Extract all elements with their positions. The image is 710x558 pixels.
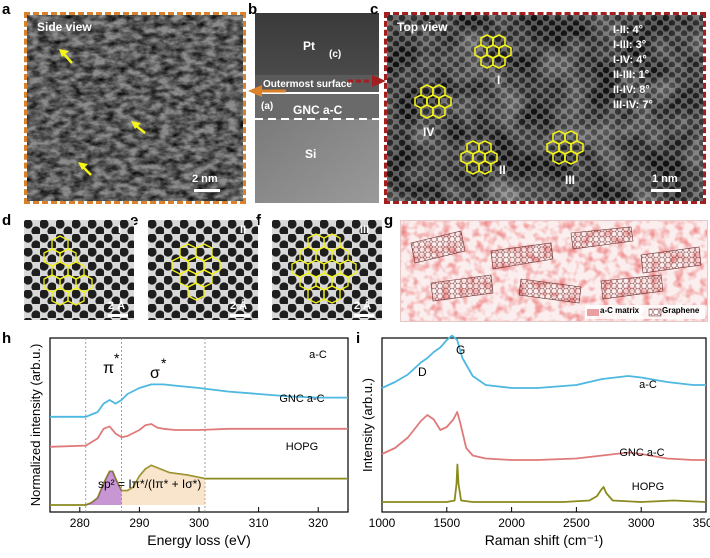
pi-label: π: [103, 360, 114, 377]
scale-label-f: 2 Å: [354, 300, 372, 312]
series-label-0: a-C: [309, 349, 327, 361]
arrow-annotations: [59, 49, 146, 176]
domain-label-I: I: [497, 73, 501, 87]
hrtem-roman-I: I: [118, 224, 122, 236]
x-tick-label-5: 3500: [693, 516, 710, 530]
y-axis-label: Normalized intensity (arb.u.): [28, 344, 43, 507]
scale-label-a: 2 nm: [192, 173, 218, 185]
x-tick-label-3: 2500: [563, 516, 590, 530]
panel-label-e: e: [130, 212, 139, 229]
outermost-surface-label: Outermost surface: [263, 79, 352, 90]
panel-label-f: f: [256, 212, 261, 229]
hrtem-roman-III: III: [360, 224, 370, 236]
graphene-sheets: [410, 226, 702, 304]
series-line-a-c: [50, 383, 348, 418]
x-axis-label: Raman shift (cm⁻¹): [485, 532, 604, 548]
domain-label-III: III: [565, 173, 576, 187]
angle-II-IV: II-IV: 8°: [613, 84, 650, 96]
hrtem-domain-II: II 2 Å: [148, 220, 258, 320]
angle-II-III: II-III: 1°: [613, 69, 650, 81]
y-axis-label: Intensity (arb.u.): [360, 378, 375, 472]
pi-star-area: [85, 471, 122, 505]
scale-bar-c: [651, 189, 681, 192]
legend-graphene-label: Graphene: [662, 306, 700, 315]
axes-frame: [381, 337, 707, 513]
series-label-1: GNC a-C: [279, 393, 324, 405]
pi-star-mark: *: [114, 350, 120, 366]
series-line-a-c: [381, 334, 706, 389]
sigma-star-mark: *: [161, 355, 167, 371]
x-tick-label-4: 3000: [628, 516, 655, 530]
misorientation-angles: I-II: 4° I-III: 3° I-IV: 4° II-III: 1° I…: [613, 23, 653, 113]
x-tick-label-0: 280: [70, 516, 90, 530]
series-label-2: HOPG: [286, 441, 318, 453]
panel-label-h: h: [2, 330, 12, 347]
ref-a-label: (a): [261, 101, 274, 112]
hrtem-domain-I: I 2 Å: [24, 220, 134, 320]
x-tick-label-2: 300: [189, 516, 209, 530]
series-label-2: HOPG: [632, 481, 664, 493]
x-tick-label-4: 320: [308, 516, 328, 530]
sp2-formula: sp² = Iπ*/(Iπ* + Iσ*): [98, 477, 201, 491]
x-tick-label-0: 1000: [369, 516, 396, 530]
graphene-domain-I: [474, 34, 512, 69]
graphene-domain-IV: [414, 84, 452, 119]
hrtem-roman-II: II: [240, 224, 247, 236]
series-label-0: a-C: [639, 379, 657, 391]
scale-bar-a: [194, 189, 220, 192]
scale-label-d: 2 Å: [108, 300, 126, 312]
sigma-star-area: [121, 465, 205, 505]
x-tick-label-1: 290: [129, 516, 149, 530]
scale-bar-e: [230, 314, 250, 317]
tem-side-view-frame: Side view 2 nm: [24, 12, 246, 204]
scale-label-c: 1 nm: [652, 173, 678, 185]
raman-chart: 1000 1500 2000 2500 3000 3500 Raman shift (cm⁻…: [360, 334, 710, 548]
top-view-title: Top view: [397, 20, 448, 34]
panel-label-c: c: [370, 1, 379, 18]
x-axis-label: Energy loss (eV): [147, 532, 250, 548]
scale-bar-d: [108, 314, 128, 317]
eels-chart: 280 290 300 310 320 Energy loss (eV) Normalize…: [28, 337, 349, 548]
tem-side-view-image: [27, 15, 243, 201]
tem-top-view-image: [387, 15, 703, 201]
tem-top-view-frame: Top view I II III IV I-II: 4° I-III: 3° …: [384, 12, 706, 204]
pt-layer-label: Pt: [303, 39, 315, 53]
angle-III-IV: III-IV: 7°: [613, 99, 653, 111]
connector-arrows: [248, 75, 386, 97]
plot-area: 280 290 300 310 320 Energy loss (eV) Normalize…: [28, 337, 349, 548]
panel-label-a: a: [2, 1, 11, 18]
si-layer-label: Si: [305, 147, 317, 161]
panel-label-i: i: [356, 330, 361, 347]
graphene-domain-III: [546, 130, 584, 165]
x-tick-label-3: 310: [249, 516, 269, 530]
graphene-domain-II: [460, 140, 498, 175]
peak-label-G: G: [456, 343, 465, 357]
series-line-hopg: [382, 463, 707, 503]
angle-I-IV: I-IV: 4°: [613, 54, 647, 66]
schematic-gnc-structure: a-C matrix Graphene: [400, 220, 708, 322]
x-tick-label-1: 1500: [433, 516, 460, 530]
scale-bar-f: [354, 314, 374, 317]
scale-label-e: 2 Å: [230, 300, 248, 312]
angle-I-II: I-II: 4°: [613, 24, 644, 36]
series-label-1: GNC a-C: [619, 447, 664, 459]
panel-label-b: b: [248, 1, 258, 18]
x-tick-label-2: 2000: [498, 516, 525, 530]
hrtem-domain-III: III 2 Å: [272, 220, 382, 320]
panel-label-g: g: [384, 212, 394, 229]
angle-I-III: I-III: 3°: [613, 39, 647, 51]
domain-label-II: II: [499, 163, 506, 177]
domain-label-IV: IV: [423, 125, 435, 139]
peak-label-D: D: [418, 365, 427, 379]
ref-c-label: (c): [329, 49, 342, 60]
side-view-title: Side view: [37, 20, 92, 34]
gnc-layer-label: GNC a-C: [293, 103, 343, 117]
legend-matrix-label: a-C matrix: [600, 306, 640, 315]
cross-section-image: Pt (c) Outermost surface (a) GNC a-C Si: [255, 13, 379, 203]
plot-area: 1000 1500 2000 2500 3000 3500 Raman shift (cm⁻…: [360, 334, 710, 548]
series-line-gnc-a-c: [49, 423, 348, 448]
series-line-gnc-a-c: [381, 411, 706, 461]
sigma-label: σ: [150, 365, 160, 382]
panel-label-d: d: [2, 212, 12, 229]
